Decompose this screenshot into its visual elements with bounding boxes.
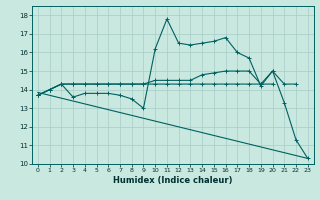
- X-axis label: Humidex (Indice chaleur): Humidex (Indice chaleur): [113, 176, 233, 185]
